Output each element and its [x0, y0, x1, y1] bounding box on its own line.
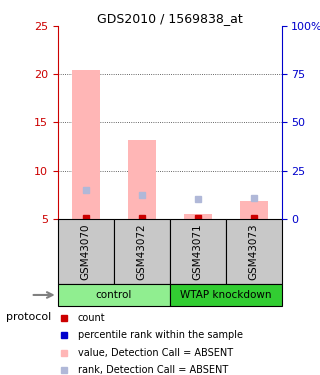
Text: percentile rank within the sample: percentile rank within the sample	[78, 330, 243, 340]
Text: GSM43073: GSM43073	[249, 223, 259, 280]
Text: GSM43071: GSM43071	[193, 223, 203, 280]
Text: WTAP knockdown: WTAP knockdown	[180, 290, 271, 300]
Bar	[72, 69, 100, 219]
Text: GSM43072: GSM43072	[137, 223, 147, 280]
FancyBboxPatch shape	[114, 219, 170, 284]
FancyBboxPatch shape	[226, 219, 282, 284]
Text: count: count	[78, 313, 105, 323]
Text: protocol: protocol	[6, 312, 52, 322]
Bar	[128, 140, 156, 219]
Bar	[240, 201, 268, 219]
FancyBboxPatch shape	[170, 219, 226, 284]
Text: GSM43070: GSM43070	[81, 223, 91, 280]
FancyBboxPatch shape	[58, 284, 170, 306]
FancyBboxPatch shape	[58, 219, 114, 284]
Text: rank, Detection Call = ABSENT: rank, Detection Call = ABSENT	[78, 365, 228, 375]
Bar	[184, 214, 212, 219]
Text: control: control	[95, 290, 132, 300]
Title: GDS2010 / 1569838_at: GDS2010 / 1569838_at	[97, 12, 243, 25]
FancyBboxPatch shape	[170, 284, 282, 306]
Text: value, Detection Call = ABSENT: value, Detection Call = ABSENT	[78, 348, 233, 358]
